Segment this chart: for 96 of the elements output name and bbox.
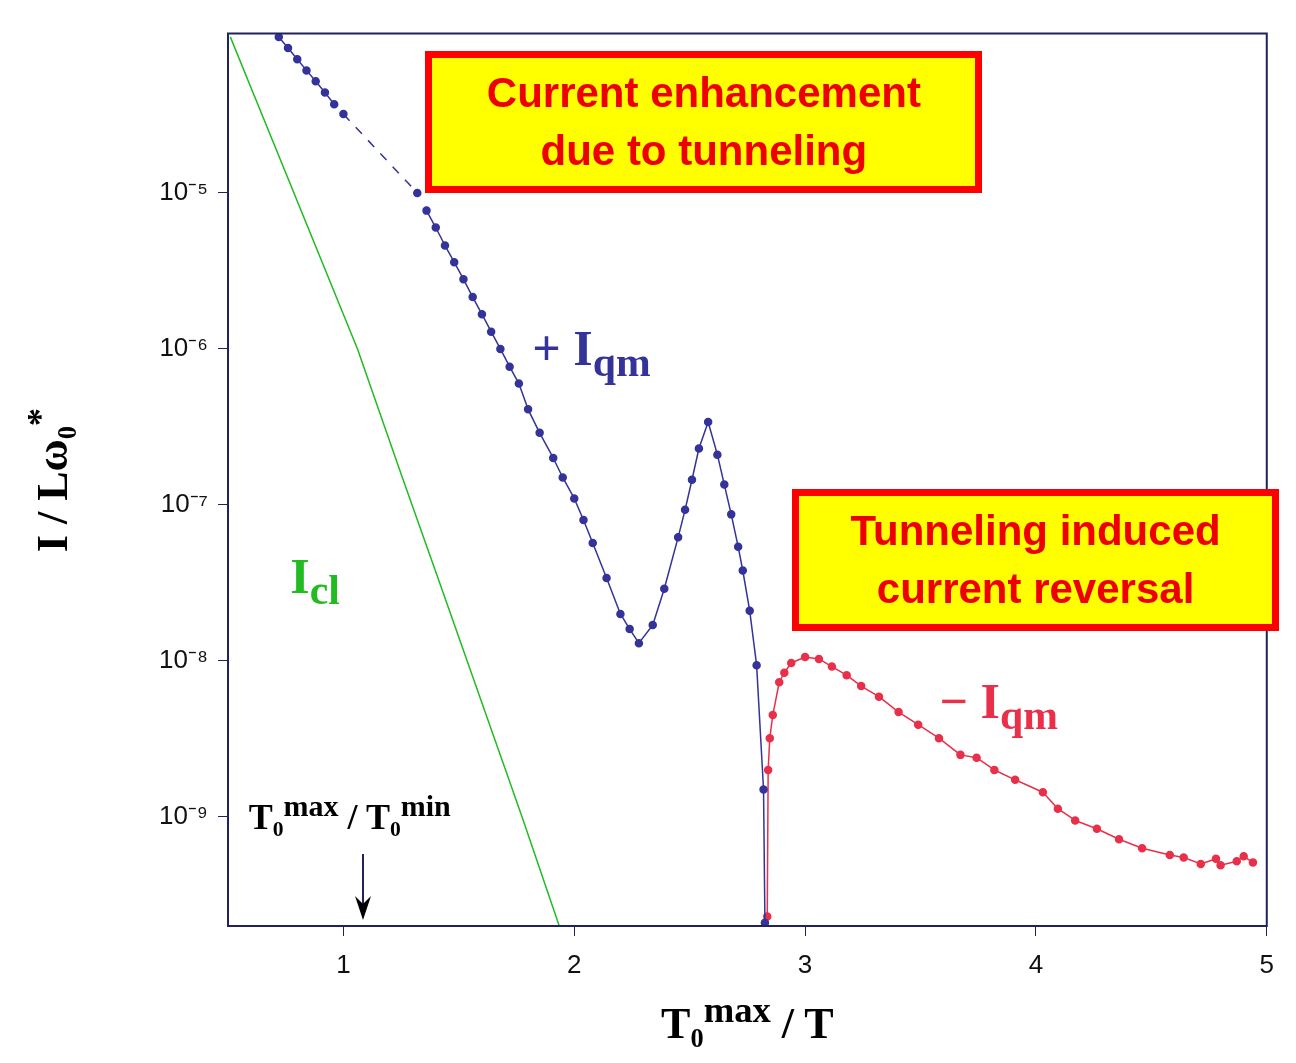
point bbox=[814, 654, 824, 664]
point bbox=[713, 450, 722, 459]
point bbox=[1165, 850, 1175, 860]
point bbox=[1196, 859, 1205, 869]
point bbox=[738, 566, 748, 575]
point bbox=[1053, 804, 1063, 813]
point bbox=[558, 473, 567, 482]
point bbox=[634, 638, 644, 648]
point bbox=[1179, 853, 1188, 862]
point bbox=[602, 573, 611, 583]
point bbox=[752, 660, 761, 670]
annotation: T₀$^{max}$ / T₀$^{min}$ bbox=[248, 788, 451, 838]
y-tick-label: 10⁻⁸ bbox=[159, 644, 208, 675]
point bbox=[673, 533, 683, 542]
point bbox=[856, 681, 866, 691]
point bbox=[956, 750, 965, 760]
point bbox=[320, 88, 330, 97]
point bbox=[302, 66, 311, 75]
point bbox=[329, 100, 339, 109]
x-tick-label: 1 bbox=[336, 948, 351, 979]
point bbox=[311, 76, 320, 86]
point bbox=[703, 417, 713, 427]
y-tick-label: 10⁻⁹ bbox=[158, 800, 208, 831]
point bbox=[523, 405, 533, 414]
point bbox=[1248, 858, 1258, 867]
point bbox=[913, 720, 923, 729]
point bbox=[505, 362, 514, 371]
point bbox=[449, 257, 459, 267]
annotation: Tunneling induced current reversal bbox=[792, 488, 1280, 631]
y-tick-label: 10⁻⁷ bbox=[160, 488, 208, 519]
point bbox=[768, 710, 778, 720]
point bbox=[894, 707, 903, 717]
x-tick-label: 5 bbox=[1259, 948, 1274, 979]
point bbox=[648, 620, 657, 630]
point bbox=[616, 609, 625, 619]
point bbox=[1239, 851, 1248, 861]
point bbox=[972, 753, 981, 762]
point bbox=[1216, 861, 1225, 870]
point bbox=[293, 54, 302, 64]
point bbox=[1211, 854, 1221, 863]
point bbox=[339, 109, 348, 119]
point bbox=[431, 223, 440, 232]
point bbox=[570, 494, 579, 503]
point bbox=[842, 670, 851, 680]
point bbox=[1070, 816, 1080, 825]
point bbox=[459, 274, 468, 284]
point bbox=[800, 652, 810, 662]
series-label: − I$_{qm}$ bbox=[939, 671, 1058, 739]
point bbox=[680, 505, 690, 515]
point bbox=[759, 785, 768, 794]
point bbox=[496, 344, 505, 354]
point bbox=[579, 515, 588, 525]
point bbox=[733, 542, 743, 551]
x-tick-label: 2 bbox=[567, 948, 582, 979]
point bbox=[549, 453, 558, 463]
point bbox=[477, 309, 487, 319]
y-tick-label: 10⁻⁶ bbox=[159, 332, 208, 363]
point bbox=[1038, 788, 1048, 797]
point bbox=[827, 662, 837, 671]
point bbox=[1137, 844, 1147, 853]
point bbox=[694, 444, 704, 453]
point bbox=[1092, 824, 1102, 834]
point bbox=[1010, 775, 1020, 785]
point bbox=[625, 624, 634, 634]
point bbox=[486, 327, 496, 336]
x-axis-title: T₀$^{max}$ / T bbox=[661, 988, 834, 1049]
point bbox=[1232, 857, 1242, 866]
point bbox=[934, 733, 944, 743]
x-tick-label: 4 bbox=[1028, 948, 1044, 979]
point bbox=[440, 241, 450, 250]
point bbox=[745, 606, 754, 615]
point bbox=[468, 292, 477, 302]
point bbox=[990, 765, 999, 775]
point bbox=[422, 206, 431, 215]
y-tick-label: 10⁻⁵ bbox=[159, 176, 208, 207]
point bbox=[786, 658, 796, 668]
point bbox=[535, 428, 544, 438]
point bbox=[774, 678, 784, 687]
point bbox=[763, 765, 773, 775]
point bbox=[726, 510, 736, 519]
series-label: + I$_{qm}$ bbox=[532, 319, 651, 387]
series-label: I$_{cl}$ bbox=[290, 546, 340, 614]
point bbox=[588, 538, 597, 548]
x-tick-label: 3 bbox=[797, 948, 813, 979]
point bbox=[514, 379, 524, 388]
point bbox=[660, 584, 669, 594]
point bbox=[687, 475, 697, 485]
point bbox=[1114, 834, 1124, 844]
point bbox=[413, 188, 422, 198]
point bbox=[720, 480, 729, 489]
point bbox=[874, 692, 884, 701]
annotation: Current enhancement due to tunneling bbox=[425, 50, 983, 193]
point bbox=[760, 918, 770, 926]
point bbox=[283, 43, 293, 53]
point bbox=[765, 733, 775, 743]
point bbox=[780, 668, 789, 678]
